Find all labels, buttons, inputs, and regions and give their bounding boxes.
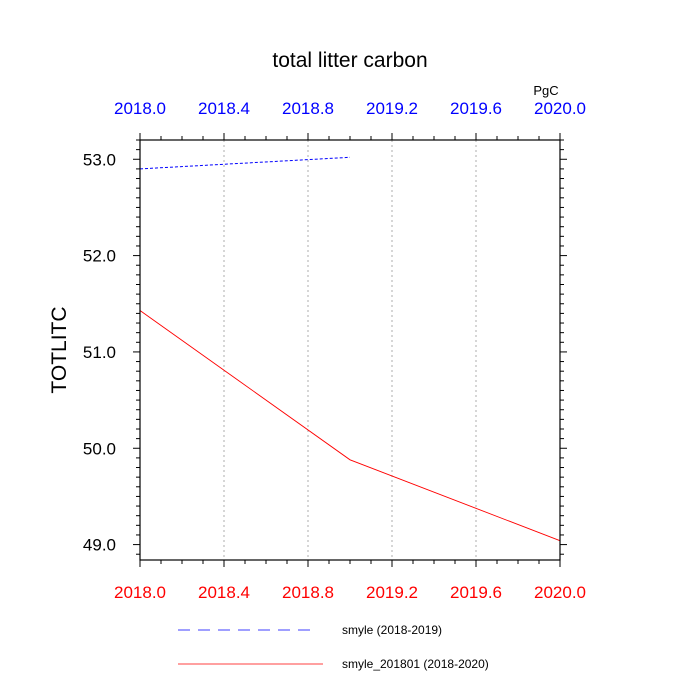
x-tick-label-top: 2019.6: [450, 99, 502, 118]
x-tick-label-top: 2018.4: [198, 99, 250, 118]
x-tick-label-bottom: 2019.2: [366, 583, 418, 602]
chart-title: total litter carbon: [272, 49, 427, 72]
units-label: PgC: [533, 83, 558, 98]
series-lines: [139, 156, 561, 542]
axis-ticks: [133, 133, 567, 567]
legend: smyle (2018-2019) smyle_201801 (2018-202…: [178, 623, 489, 671]
grid-lines: [223, 140, 477, 560]
y-axis-label: TOTLITC: [48, 306, 71, 393]
legend-label-smyle-201801: smyle_201801 (2018-2020): [342, 657, 489, 671]
legend-label-smyle: smyle (2018-2019): [342, 623, 442, 637]
x-tick-label-top: 2019.2: [366, 99, 418, 118]
x-tick-label-bottom: 2018.0: [114, 583, 166, 602]
plot-frame: [139, 139, 561, 561]
x-tick-label-top: 2018.0: [114, 99, 166, 118]
x-tick-label-bottom: 2018.4: [198, 583, 250, 602]
series-line-0: [139, 156, 351, 170]
x-tick-label-bottom: 2018.8: [282, 583, 334, 602]
x-tick-label-top: 2018.8: [282, 99, 334, 118]
y-tick-label: 52.0: [83, 247, 116, 266]
y-tick-label: 51.0: [83, 343, 116, 362]
y-tick-label: 50.0: [83, 439, 116, 458]
series-line-1: [139, 310, 561, 542]
x-tick-label-bottom: 2019.6: [450, 583, 502, 602]
y-tick-label: 53.0: [83, 150, 116, 169]
x-tick-label-bottom: 2020.0: [534, 583, 586, 602]
tick-labels: 2018.0 2018.4 2018.8 2019.2 2019.6 2020.0 2018…: [83, 99, 586, 602]
x-tick-label-top: 2020.0: [534, 99, 586, 118]
y-tick-label: 49.0: [83, 536, 116, 555]
